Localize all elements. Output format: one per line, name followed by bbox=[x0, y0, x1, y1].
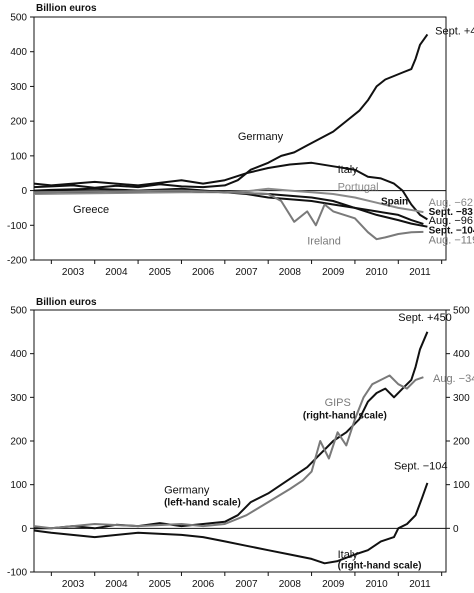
top-chart-annotation: Sept. −83 bbox=[429, 207, 474, 218]
top-chart-x-tick-label: 2005 bbox=[149, 267, 172, 278]
top-chart-x-tick-label: 2007 bbox=[235, 267, 258, 278]
top-chart: Billion euros 500 400 300 200 100 0 -100 -200 20… bbox=[7, 3, 474, 278]
top-chart-annotation: Portugal bbox=[338, 182, 379, 194]
bottom-chart-y2-tick-label: 400 bbox=[453, 349, 470, 360]
top-chart-series-germany bbox=[33, 33, 429, 189]
top-chart-x-tick-label: 2008 bbox=[279, 267, 302, 278]
top-chart-series-portugal bbox=[33, 187, 424, 214]
bottom-chart-x-tick-label: 2008 bbox=[279, 579, 302, 590]
bottom-chart-y-tick-label: 100 bbox=[10, 480, 27, 491]
bottom-chart-annotation: (right-hand scale) bbox=[303, 410, 387, 421]
top-chart-y-tick-label: -200 bbox=[7, 256, 27, 267]
top-chart-annotation: Sept. +450 bbox=[435, 25, 474, 37]
bottom-chart-y-tick-label: 300 bbox=[10, 393, 27, 404]
top-chart-y-tick-label: 0 bbox=[21, 186, 27, 197]
bottom-chart-x-tick-label: 2010 bbox=[365, 579, 388, 590]
bottom-chart-x-tick-label: 2011 bbox=[409, 579, 431, 590]
top-chart-annotation: Aug. −119 bbox=[429, 235, 474, 247]
bottom-chart-annotation: Italy bbox=[338, 549, 359, 561]
top-chart-x-tick-label: 2010 bbox=[365, 267, 388, 278]
top-chart-y-tick-label: -100 bbox=[7, 221, 27, 232]
bottom-chart-x-tick-label: 2004 bbox=[105, 579, 128, 590]
top-chart-x-tick-label: 2011 bbox=[409, 267, 431, 278]
bottom-chart-series-gips-right-hand-scale bbox=[33, 374, 424, 530]
bottom-chart-y-tick-label: 500 bbox=[10, 306, 27, 317]
top-chart-annotation: Greece bbox=[73, 204, 109, 216]
top-chart-x-tick-label: 2004 bbox=[105, 267, 128, 278]
top-chart-frame bbox=[33, 16, 447, 261]
top-chart-annotation: Germany bbox=[238, 131, 284, 143]
bottom-chart-y-tick-label: 200 bbox=[10, 437, 27, 448]
bottom-chart-annotation: Sept. +450 bbox=[398, 312, 452, 324]
bottom-chart: Billion euros 500 400 300 200 100 0 -100 500 400… bbox=[7, 297, 474, 590]
top-chart-x-tick-label: 2003 bbox=[62, 267, 85, 278]
bottom-chart-y-tick-label: 0 bbox=[21, 524, 27, 535]
top-chart-y-unit-label: Billion euros bbox=[36, 3, 97, 14]
bottom-chart-y-tick-label: 400 bbox=[10, 349, 27, 360]
top-chart-x-tick-label: 2006 bbox=[192, 267, 215, 278]
bottom-chart-frame bbox=[33, 309, 447, 573]
top-chart-y-tick-label: 100 bbox=[10, 151, 27, 162]
top-chart-annotation: Aug. −62 bbox=[429, 197, 473, 209]
top-chart-annotation: Spain bbox=[381, 196, 408, 207]
top-chart-y-tick-label: 200 bbox=[10, 117, 27, 128]
bottom-chart-annotation: Sept. −104 bbox=[394, 460, 448, 472]
bottom-chart-annotation: Germany bbox=[164, 484, 210, 496]
bottom-chart-y2-tick-label: 300 bbox=[453, 393, 470, 404]
top-chart-series-greece bbox=[33, 187, 428, 228]
bottom-chart-y-tick-label: -100 bbox=[7, 568, 27, 579]
top-chart-y-tick-label: 400 bbox=[10, 47, 27, 58]
top-chart-y-tick-label: 300 bbox=[10, 82, 27, 93]
top-chart-x-tick-label: 2009 bbox=[322, 267, 345, 278]
top-chart-annotation: Aug. −96 bbox=[429, 215, 473, 227]
bottom-chart-annotation: Aug. −346 bbox=[433, 373, 474, 385]
top-chart-annotation: Italy bbox=[338, 164, 359, 176]
bottom-chart-x-tick-label: 2005 bbox=[149, 579, 172, 590]
top-chart-annotation: Ireland bbox=[307, 235, 341, 247]
top-chart-annotation: Sept. −104 bbox=[429, 225, 474, 236]
bottom-chart-y2-tick-label: 200 bbox=[453, 437, 470, 448]
bottom-chart-y-unit-label: Billion euros bbox=[36, 297, 97, 308]
bottom-chart-annotation: (right-hand scale) bbox=[338, 561, 422, 572]
bottom-chart-x-tick-label: 2007 bbox=[235, 579, 258, 590]
bottom-chart-x-tick-label: 2003 bbox=[62, 579, 85, 590]
bottom-chart-annotation: (left-hand scale) bbox=[164, 498, 241, 509]
bottom-chart-y2-tick-label: 100 bbox=[453, 480, 470, 491]
bottom-chart-y2-tick-label: 0 bbox=[453, 524, 459, 535]
top-chart-series-italy bbox=[33, 161, 428, 221]
bottom-chart-x-tick-label: 2009 bbox=[322, 579, 345, 590]
bottom-chart-x-tick-label: 2006 bbox=[192, 579, 215, 590]
bottom-chart-annotation: GIPS bbox=[325, 397, 351, 409]
top-chart-y-tick-label: 500 bbox=[10, 13, 27, 24]
top-chart-series-ireland bbox=[33, 189, 424, 241]
bottom-chart-y2-tick-label: 500 bbox=[453, 306, 470, 317]
bottom-chart-series-italy-right-hand-scale bbox=[33, 482, 429, 565]
